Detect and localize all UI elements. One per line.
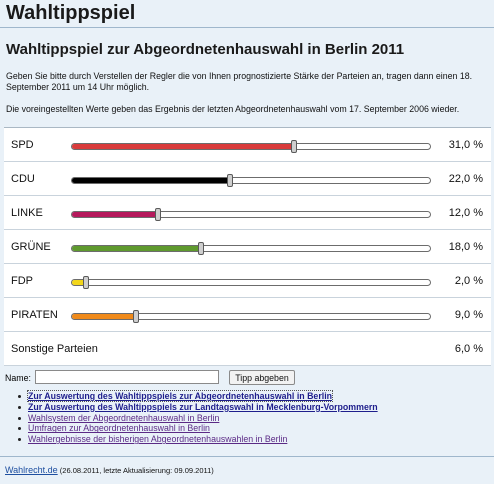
party-slider-linke[interactable] [71,208,431,221]
party-slider-fdp[interactable] [71,276,431,289]
slider-thumb[interactable] [227,174,233,187]
list-item: Umfragen zur Abgeordnetenhauswahl in Ber… [18,423,378,434]
slider-thumb[interactable] [155,208,161,221]
party-name: LINKE [11,207,43,219]
party-percent: 2,0 % [454,275,483,287]
party-row-spd: SPD 31,0 % [4,128,491,162]
footer-meta: (26.08.2011, letzte Aktualisierung: 09.0… [57,466,214,475]
footer-divider [0,456,494,457]
slider-fill [72,144,294,149]
page-title: Wahltippspiel [6,2,136,24]
header-divider [0,27,494,28]
list-item: Wahlsystem der Abgeordnetenhauswahl in B… [18,413,378,424]
related-link[interactable]: Zur Auswertung des Wahltippspiels zur Ab… [26,390,334,402]
party-slider-piraten[interactable] [71,310,431,323]
party-name: CDU [11,173,35,185]
footer: Wahlrecht.de (26.08.2011, letzte Aktuali… [5,465,214,475]
party-percent: 12,0 % [448,207,483,219]
slider-thumb[interactable] [83,276,89,289]
party-row-piraten: PIRATEN 9,0 % [4,298,491,332]
related-link[interactable]: Zur Auswertung des Wahltippspiels zur La… [28,401,378,412]
party-slider-cdu[interactable] [71,174,431,187]
slider-fill [72,314,136,319]
party-row-linke: LINKE 12,0 % [4,196,491,230]
party-slider-spd[interactable] [71,140,431,153]
others-row: Sonstige Parteien 6,0 % [4,332,491,366]
party-name: PIRATEN [11,309,58,321]
slider-fill [72,212,158,217]
related-link[interactable]: Umfragen zur Abgeordnetenhauswahl in Ber… [28,423,210,434]
slider-thumb[interactable] [198,242,204,255]
related-links-list: Zur Auswertung des Wahltippspiels zur Ab… [18,390,378,445]
party-percent: 31,0 % [448,139,483,151]
slider-thumb[interactable] [291,140,297,153]
list-item: Wahlergebnisse der bisherigen Abgeordnet… [18,434,378,445]
site-link[interactable]: Wahlrecht.de [5,465,58,475]
party-slider-table: SPD 31,0 % CDU 22,0 % LINKE 12,0 % GRÜNE 18,0 %… [4,127,491,366]
slider-fill [72,280,86,285]
submit-tip-button[interactable]: Tipp abgeben [229,370,295,385]
intro-note: Die voreingestellten Werte geben das Erg… [6,104,460,114]
party-slider-gruene[interactable] [71,242,431,255]
slider-thumb[interactable] [133,310,139,323]
name-label: Name: [5,373,31,383]
party-row-cdu: CDU 22,0 % [4,162,491,196]
intro-text: Geben Sie bitte durch Verstellen der Reg… [6,71,473,92]
party-name: SPD [11,139,34,151]
slider-fill [72,246,201,251]
others-label: Sonstige Parteien [11,343,98,355]
party-name: FDP [11,275,33,287]
party-row-fdp: FDP 2,0 % [4,264,491,298]
list-item: Zur Auswertung des Wahltippspiels zur Ab… [18,390,378,402]
slider-fill [72,178,230,183]
others-value: 6,0 % [454,343,483,355]
party-name: GRÜNE [11,241,51,253]
related-link[interactable]: Wahlergebnisse der bisherigen Abgeordnet… [28,434,288,445]
list-item: Zur Auswertung des Wahltippspiels zur La… [18,402,378,413]
page-heading: Wahltippspiel zur Abgeordnetenhauswahl i… [6,41,405,58]
party-percent: 18,0 % [448,241,483,253]
name-input[interactable] [35,370,219,384]
related-link[interactable]: Wahlsystem der Abgeordnetenhauswahl in B… [28,412,220,423]
party-row-gruene: GRÜNE 18,0 % [4,230,491,264]
party-percent: 22,0 % [448,173,483,185]
party-percent: 9,0 % [454,309,483,321]
